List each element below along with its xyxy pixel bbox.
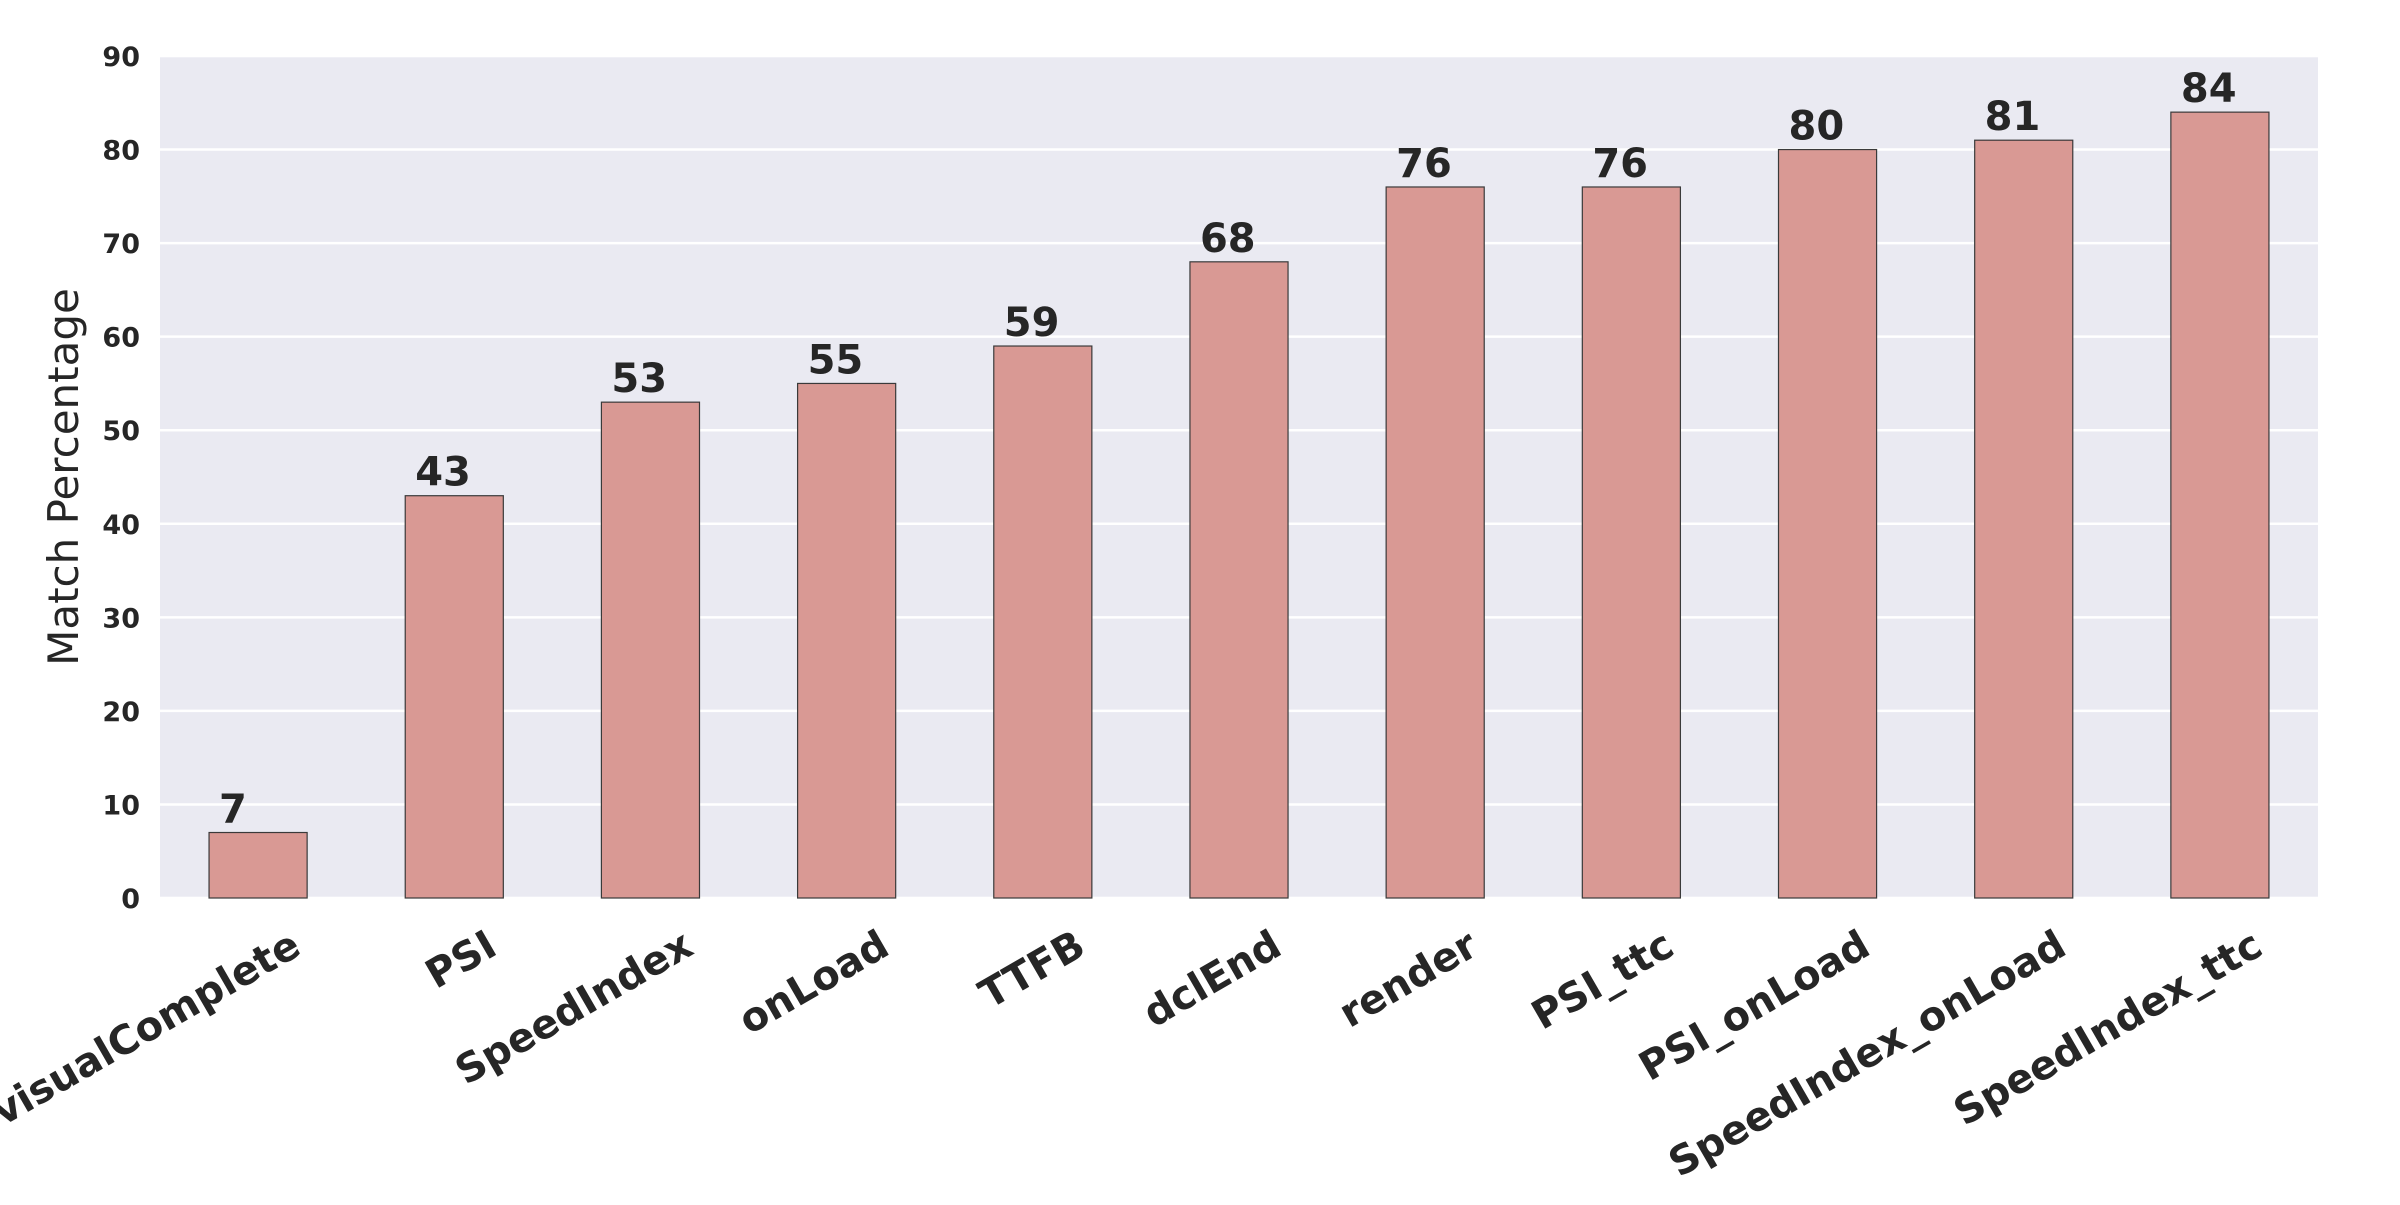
bar — [1581, 186, 1682, 899]
y-tick-label: 90 — [102, 42, 140, 73]
bar — [1189, 261, 1289, 899]
y-tick-label: 0 — [121, 884, 140, 915]
data-labels: 7 43 53 55 59 68 76 76 80 81 84 — [219, 66, 2236, 832]
bar-value-label: 7 — [219, 787, 247, 833]
y-axis-title: Match Percentage — [39, 288, 88, 666]
bar-value-label: 43 — [415, 450, 471, 496]
bar-value-label: 80 — [1789, 104, 1845, 150]
y-axis-ticks: 0 10 20 30 40 50 60 70 80 90 — [102, 42, 140, 915]
bar-value-label: 76 — [1592, 141, 1648, 187]
bar — [1777, 148, 1878, 899]
bar — [404, 495, 504, 899]
bar — [1385, 186, 1485, 899]
bar — [600, 401, 701, 899]
x-category-label: visualComplete — [0, 922, 308, 1135]
bar-value-label: 68 — [1200, 216, 1256, 262]
bar — [796, 382, 897, 899]
bar — [1974, 139, 2074, 899]
bar-value-label: 55 — [808, 337, 864, 383]
x-category-label: TTFB — [972, 922, 1093, 1018]
y-tick-label: 80 — [102, 136, 140, 167]
x-category-label: PSI_ttc — [1524, 922, 1681, 1039]
x-category-label: dclEnd — [1136, 922, 1289, 1037]
bar-value-label: 76 — [1396, 141, 1452, 187]
bar — [993, 345, 1093, 899]
bar-value-label: 59 — [1004, 300, 1060, 346]
x-category-label: render — [1332, 922, 1486, 1037]
y-tick-label: 30 — [102, 603, 140, 634]
y-tick-label: 10 — [102, 790, 140, 821]
y-tick-label: 60 — [102, 323, 140, 354]
bar-value-label: 84 — [2181, 66, 2237, 112]
x-category-label: PSI — [418, 922, 504, 998]
y-tick-label: 20 — [102, 697, 140, 728]
y-tick-label: 70 — [102, 229, 140, 260]
bar-value-label: 53 — [611, 356, 667, 402]
y-tick-label: 40 — [102, 510, 140, 541]
x-category-label: onLoad — [731, 922, 897, 1044]
y-tick-label: 50 — [102, 416, 140, 447]
bar-value-label: 81 — [1985, 94, 2041, 140]
bar — [208, 831, 308, 899]
bars — [208, 111, 2270, 899]
bar — [2170, 111, 2270, 899]
